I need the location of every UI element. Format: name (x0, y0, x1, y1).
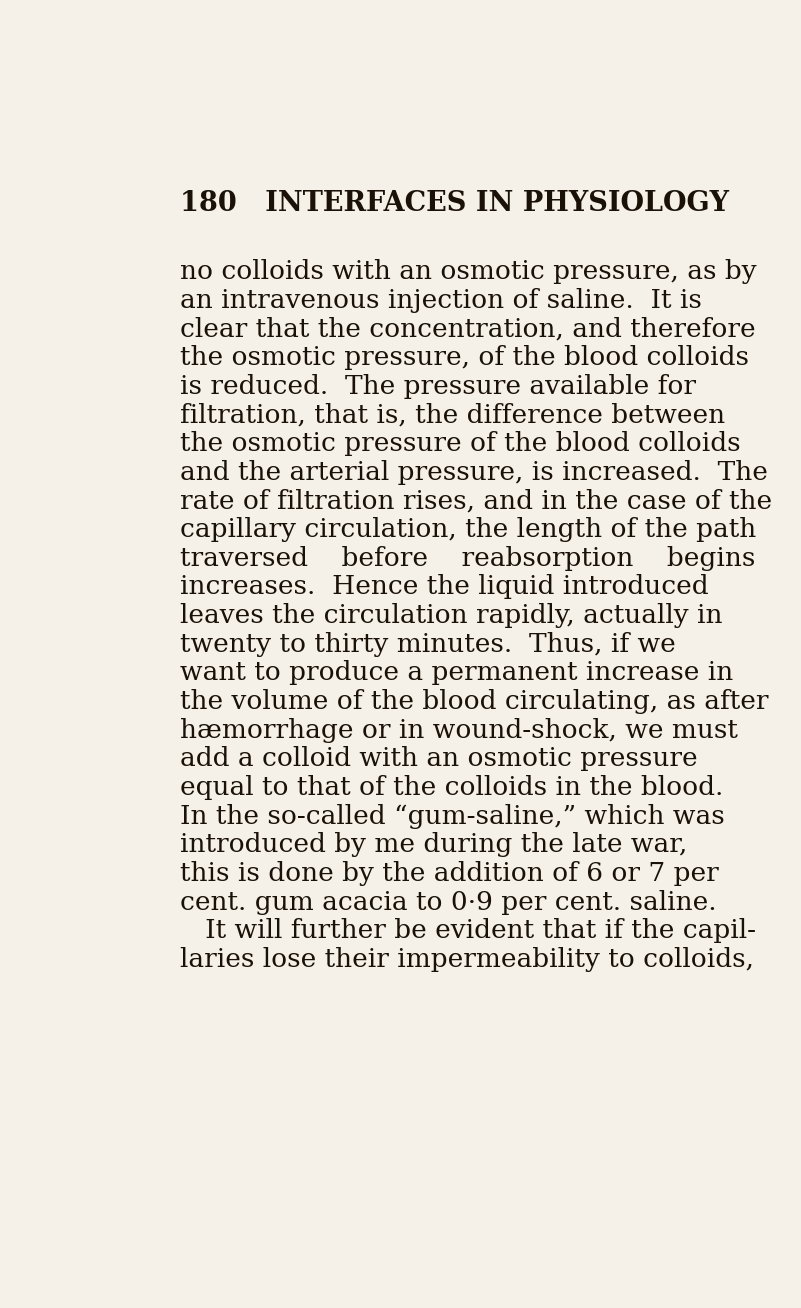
Text: the osmotic pressure, of the blood colloids: the osmotic pressure, of the blood collo… (180, 345, 750, 370)
Text: 180   INTERFACES IN PHYSIOLOGY: 180 INTERFACES IN PHYSIOLOGY (180, 190, 730, 217)
Text: rate of filtration rises, and in the case of the: rate of filtration rises, and in the cas… (180, 488, 773, 514)
Text: filtration, that is, the difference between: filtration, that is, the difference betw… (180, 403, 726, 428)
Text: want to produce a permanent increase in: want to produce a permanent increase in (180, 661, 734, 685)
Text: laries lose their impermeability to colloids,: laries lose their impermeability to coll… (180, 947, 755, 972)
Text: introduced by me during the late war,: introduced by me during the late war, (180, 832, 688, 857)
Text: clear that the concentration, and therefore: clear that the concentration, and theref… (180, 317, 756, 341)
Text: and the arterial pressure, is increased.  The: and the arterial pressure, is increased.… (180, 460, 768, 485)
Text: It will further be evident that if the capil-: It will further be evident that if the c… (180, 918, 756, 943)
Text: equal to that of the colloids in the blood.: equal to that of the colloids in the blo… (180, 774, 724, 800)
Text: twenty to thirty minutes.  Thus, if we: twenty to thirty minutes. Thus, if we (180, 632, 676, 657)
Text: no colloids with an osmotic pressure, as by: no colloids with an osmotic pressure, as… (180, 259, 757, 284)
Text: traversed    before    reabsorption    begins: traversed before reabsorption begins (180, 545, 756, 570)
Text: leaves the circulation rapidly, actually in: leaves the circulation rapidly, actually… (180, 603, 723, 628)
Text: the volume of the blood circulating, as after: the volume of the blood circulating, as … (180, 689, 769, 714)
Text: the osmotic pressure of the blood colloids: the osmotic pressure of the blood colloi… (180, 432, 741, 456)
Text: capillary circulation, the length of the path: capillary circulation, the length of the… (180, 517, 757, 542)
Text: add a colloid with an osmotic pressure: add a colloid with an osmotic pressure (180, 747, 698, 772)
Text: increases.  Hence the liquid introduced: increases. Hence the liquid introduced (180, 574, 709, 599)
Text: In the so-called “gum-saline,” which was: In the so-called “gum-saline,” which was (180, 803, 725, 828)
Text: is reduced.  The pressure available for: is reduced. The pressure available for (180, 374, 696, 399)
Text: hæmorrhage or in wound-shock, we must: hæmorrhage or in wound-shock, we must (180, 718, 739, 743)
Text: cent. gum acacia to 0·9 per cent. saline.: cent. gum acacia to 0·9 per cent. saline… (180, 889, 717, 914)
Text: an intravenous injection of saline.  It is: an intravenous injection of saline. It i… (180, 288, 702, 313)
Text: this is done by the addition of 6 or 7 per: this is done by the addition of 6 or 7 p… (180, 861, 719, 886)
